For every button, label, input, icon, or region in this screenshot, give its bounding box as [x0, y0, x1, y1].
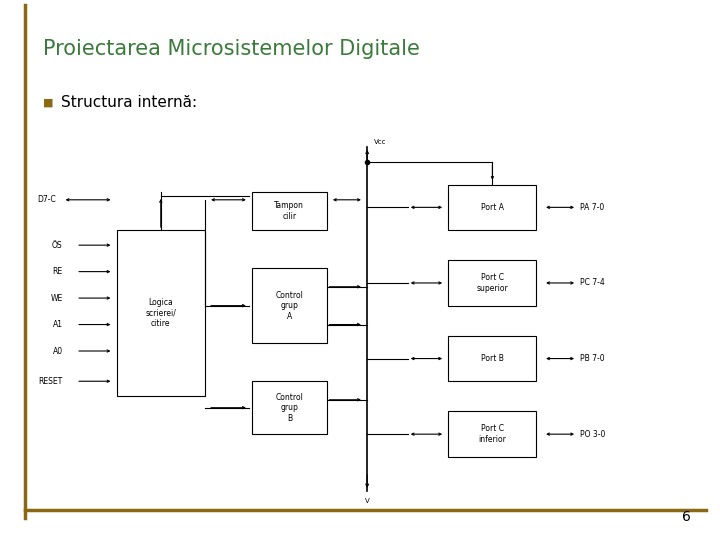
Text: Control
grup
A: Control grup A [276, 291, 303, 321]
Text: 6: 6 [683, 510, 691, 524]
Text: Logica
scrierei/
citire: Logica scrierei/ citire [145, 298, 176, 328]
Text: PA 7-0: PA 7-0 [580, 203, 605, 212]
Bar [252, 381, 327, 434]
Text: RESET: RESET [38, 377, 63, 386]
Text: RE: RE [53, 267, 63, 276]
Text: A0: A0 [53, 347, 63, 355]
Text: V: V [365, 498, 369, 504]
Text: Control
grup
B: Control grup B [276, 393, 303, 423]
Bar [117, 230, 204, 396]
Bar [252, 192, 327, 230]
Text: A1: A1 [53, 320, 63, 329]
Text: Port C
superior: Port C superior [477, 273, 508, 293]
Bar [252, 268, 327, 343]
Text: Structura internă:: Structura internă: [61, 95, 197, 110]
Bar [449, 411, 536, 457]
Text: ÖS: ÖS [52, 241, 63, 249]
Bar [449, 185, 536, 230]
Text: Port C
inferior: Port C inferior [479, 424, 506, 444]
Text: Vcc: Vcc [374, 139, 387, 145]
Text: D7-C: D7-C [37, 195, 56, 204]
Bar [449, 260, 536, 306]
Text: Port B: Port B [481, 354, 504, 363]
Text: Proiectarea Microsistemelor Digitale: Proiectarea Microsistemelor Digitale [43, 39, 420, 59]
Text: ■: ■ [43, 98, 54, 107]
Text: Port A: Port A [481, 203, 504, 212]
Text: PO 3-0: PO 3-0 [580, 430, 606, 438]
Text: WE: WE [50, 294, 63, 302]
Text: PC 7-4: PC 7-4 [580, 279, 605, 287]
Text: Tampon
cilir: Tampon cilir [274, 201, 305, 221]
Bar [449, 336, 536, 381]
Text: PB 7-0: PB 7-0 [580, 354, 605, 363]
